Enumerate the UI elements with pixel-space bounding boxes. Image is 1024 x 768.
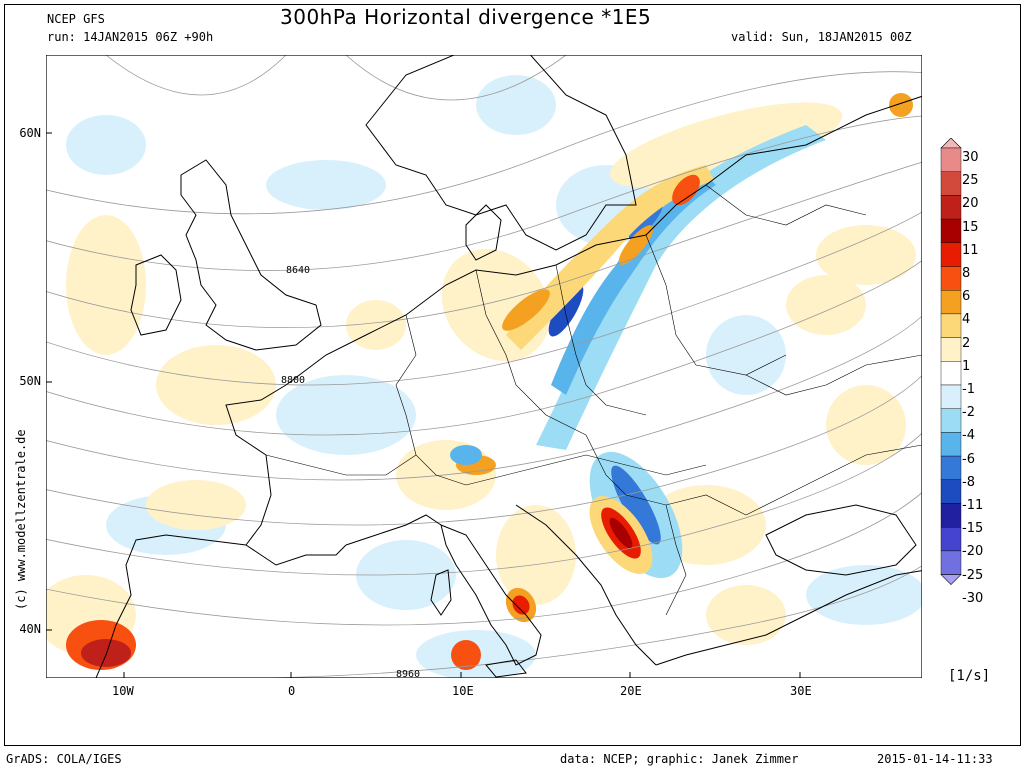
valid-label: valid: Sun, 18JAN2015 00Z	[731, 30, 912, 44]
lon-label-10w: 10W	[112, 684, 134, 698]
colorbar-level-label: -2	[962, 405, 975, 421]
country-borders	[265, 184, 922, 616]
colorbar-swatch	[940, 479, 962, 504]
timestamp: 2015-01-14-11:33	[877, 752, 993, 766]
colorbar-level-label: 15	[962, 219, 979, 235]
colorbar-swatch	[940, 384, 962, 409]
colorbar-swatch	[940, 147, 962, 172]
colorbar-level-label: -25	[962, 567, 984, 583]
colorbar-swatch	[940, 242, 962, 267]
colorbar-level-label: 20	[962, 196, 979, 212]
colorbar-swatch	[940, 195, 962, 220]
colorbar-level-label: -11	[962, 498, 984, 513]
lon-label-10e: 10E	[452, 684, 474, 698]
colorbar-level-label: -1	[962, 382, 975, 397]
model-label: NCEP GFS	[47, 12, 105, 26]
lon-label-20e: 20E	[620, 684, 642, 698]
unit-label: [1/s]	[948, 668, 991, 684]
copyright-label: (c) www.modellzentrale.de	[14, 429, 28, 610]
contour-label: 8640	[286, 265, 310, 276]
colorbar-swatch	[940, 574, 962, 586]
colorbar-swatch	[940, 503, 962, 528]
colorbar-level-label: -6	[962, 451, 975, 467]
contour-label: 8960	[396, 669, 420, 678]
colorbar-swatch	[940, 289, 962, 315]
colorbar-swatch	[940, 361, 962, 386]
colorbar-swatch	[940, 455, 962, 481]
coastlines	[95, 55, 922, 678]
colorbar	[940, 138, 962, 586]
lon-label-30e: 30E	[790, 684, 812, 698]
colorbar-swatch	[940, 337, 962, 362]
colorbar-swatch	[940, 171, 962, 196]
colorbar-swatch	[940, 218, 962, 243]
lat-label-50n: 50N	[19, 374, 41, 388]
colorbar-swatch	[940, 550, 962, 575]
map-title: 300hPa Horizontal divergence *1E5	[280, 5, 652, 29]
contour-label: 8800	[281, 375, 305, 386]
lat-label-40n: 40N	[19, 622, 41, 636]
colorbar-level-label: 6	[962, 289, 971, 305]
geopotential-contours	[46, 55, 922, 678]
colorbar-level-label: -8	[962, 474, 975, 490]
colorbar-level-label: 2	[962, 335, 971, 351]
data-credit: data: NCEP; graphic: Janek Zimmer	[560, 752, 799, 766]
colorbar-level-label: -15	[962, 521, 984, 537]
colorbar-swatch	[940, 527, 962, 552]
colorbar-level-label: 1	[962, 358, 971, 374]
colorbar-level-label: -4	[962, 428, 975, 444]
colorbar-swatch	[940, 138, 962, 149]
figure-frame	[4, 4, 1021, 746]
colorbar-level-label: 25	[962, 173, 979, 189]
colorbar-level-label: 4	[962, 312, 971, 328]
colorbar-swatch	[940, 432, 962, 457]
divergence-map: 8640 8800 8960	[46, 55, 922, 678]
lon-label-0: 0	[288, 684, 296, 698]
colorbar-swatch	[940, 266, 962, 291]
grads-credit: GrADS: COLA/IGES	[6, 752, 122, 766]
colorbar-level-label: 8	[962, 266, 971, 281]
colorbar-level-label: -30	[962, 590, 984, 606]
colorbar-level-label: 11	[962, 242, 979, 258]
lat-label-60n: 60N	[19, 126, 41, 140]
colorbar-level-label: 30	[962, 150, 979, 165]
colorbar-swatch	[940, 408, 962, 433]
run-label: run: 14JAN2015 06Z +90h	[47, 30, 214, 44]
colorbar-level-label: -20	[962, 544, 984, 560]
colorbar-swatch	[940, 313, 962, 338]
